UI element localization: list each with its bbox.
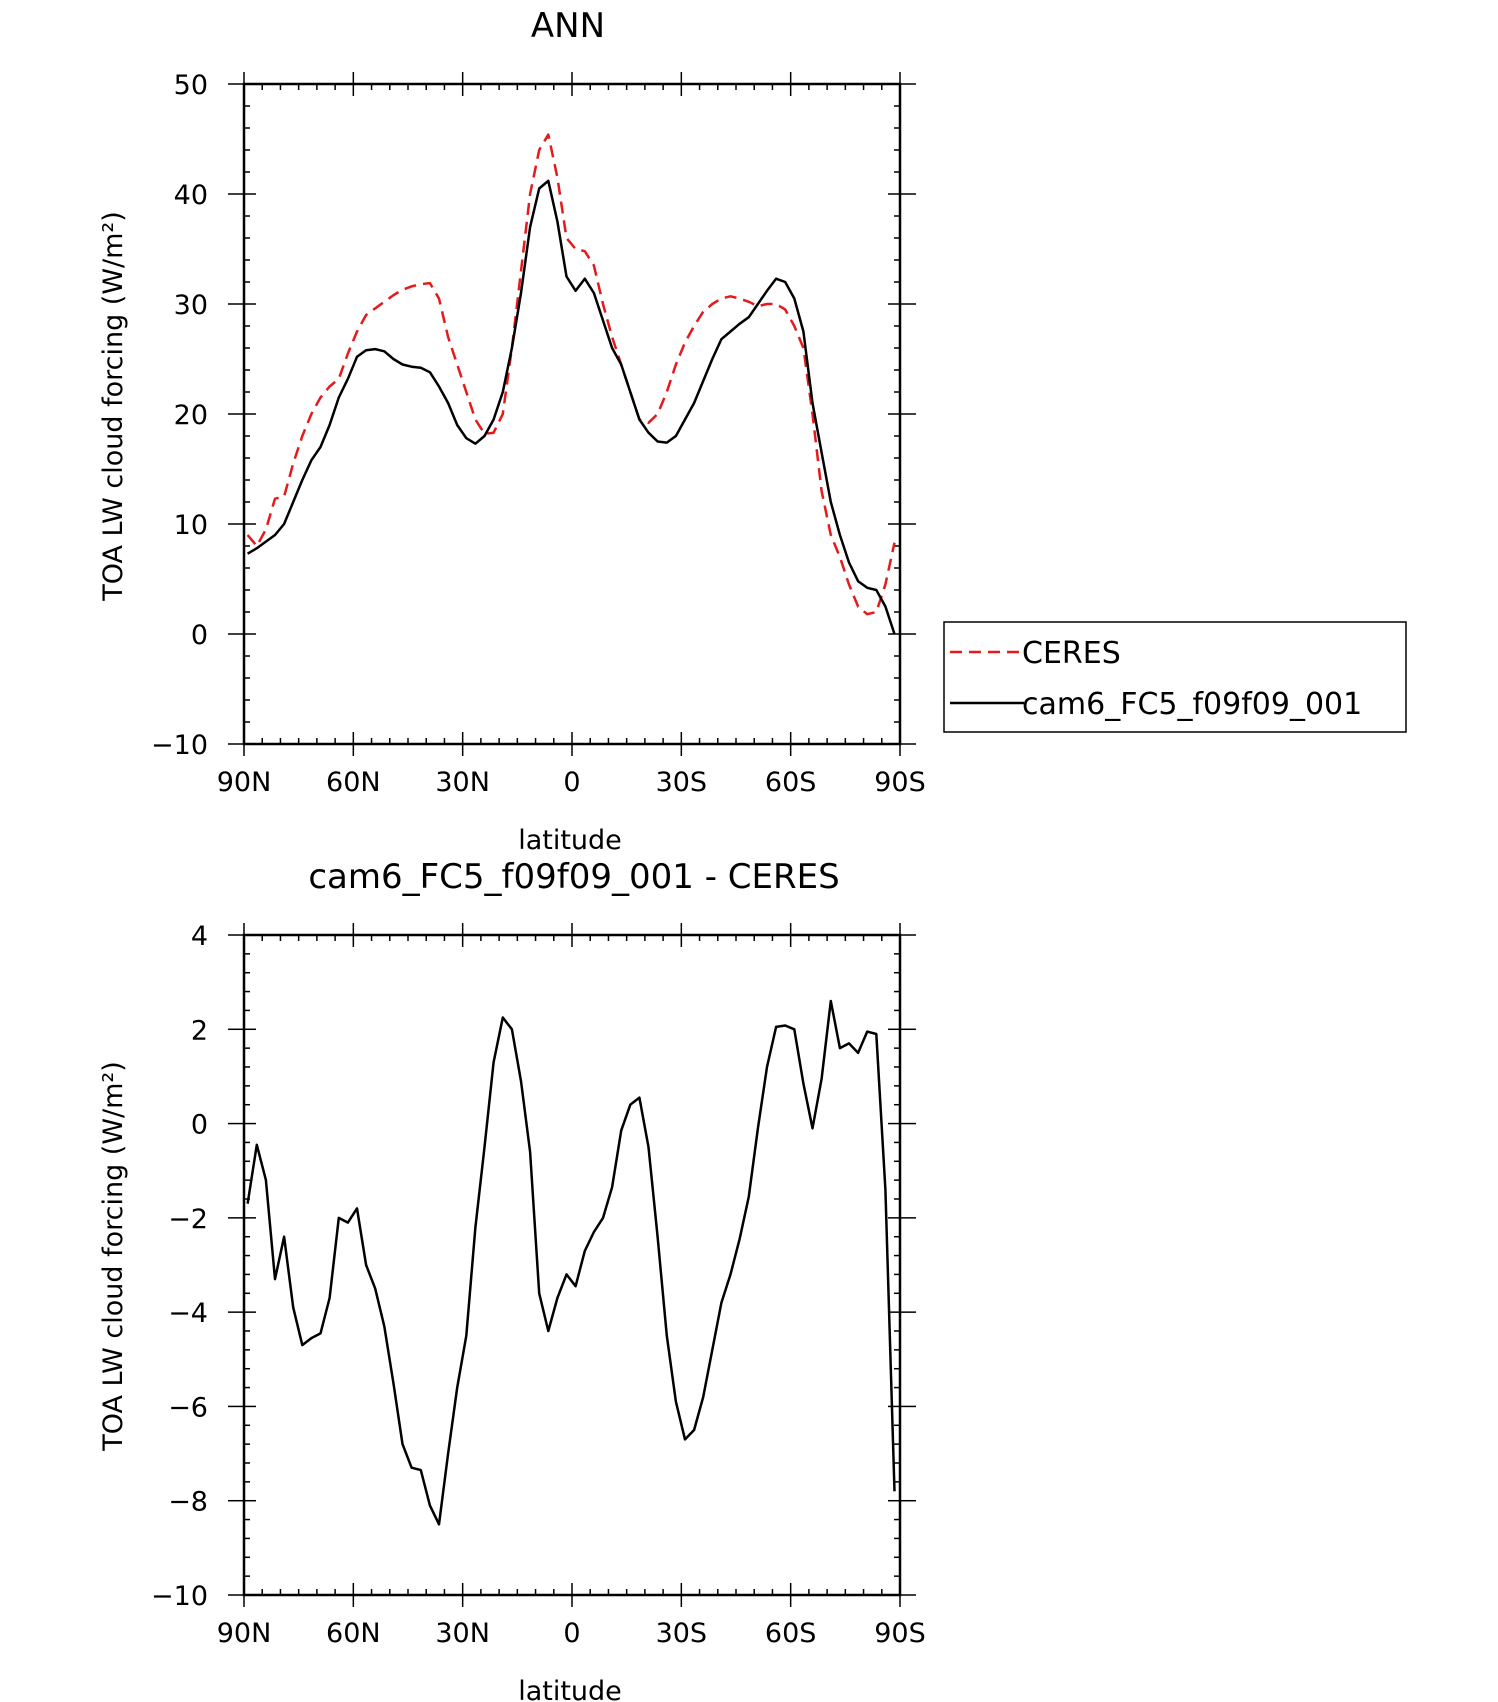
y-axis-label: TOA LW cloud forcing (W/m²)	[98, 1061, 129, 1452]
x-tick-label: 30S	[656, 767, 708, 798]
y-tick-label: 2	[191, 1015, 208, 1046]
plot-frame	[242, 82, 902, 746]
y-tick-label: −4	[168, 1298, 208, 1329]
plot-lines	[246, 133, 896, 635]
y-tick-label: −6	[168, 1392, 208, 1423]
x-tick-label: 90N	[217, 767, 272, 798]
y-tick-label: 4	[191, 921, 208, 952]
legend-box	[943, 621, 1407, 733]
series-line-cam6-fc5-f09f09-001	[246, 179, 896, 635]
y-tick-label: 40	[174, 180, 208, 211]
axis-ticks: 90N 60N 30N 0 30S 60S 90S −10 0 10 20 30 40 50	[151, 70, 926, 798]
x-tick-label: 30N	[435, 1618, 490, 1649]
y-tick-label: −8	[168, 1487, 208, 1518]
y-tick-label: −10	[151, 1581, 208, 1612]
x-tick-label: 90S	[874, 1618, 926, 1649]
x-tick-label: 90S	[874, 767, 926, 798]
y-tick-label: 20	[174, 400, 208, 431]
y-tick-label: 50	[174, 70, 208, 101]
x-axis-label: latitude	[518, 825, 622, 856]
y-tick-label: 0	[191, 620, 208, 651]
plot-lines	[246, 999, 896, 1526]
panel-difference: cam6_FC5_f09f09_001 - CERES latitude TOA…	[98, 857, 926, 1702]
series-line-ceres	[246, 133, 896, 616]
x-tick-label: 90N	[217, 1618, 272, 1649]
x-tick-label: 0	[563, 1618, 580, 1649]
y-tick-label: −10	[151, 730, 208, 761]
series-line-difference	[246, 999, 896, 1526]
x-tick-label: 60S	[765, 1618, 817, 1649]
panel-ann: ANN latitude TOA LW cloud forcing (W/m²)…	[98, 6, 926, 856]
legend: CERES cam6_FC5_f09f09_001	[943, 621, 1407, 733]
x-tick-label: 60S	[765, 767, 817, 798]
y-tick-label: 30	[174, 290, 208, 321]
x-tick-label: 60N	[326, 767, 381, 798]
y-tick-label: 10	[174, 510, 208, 541]
legend-label-model: cam6_FC5_f09f09_001	[1022, 687, 1362, 722]
chart-title: cam6_FC5_f09f09_001 - CERES	[308, 857, 839, 897]
x-tick-label: 0	[563, 767, 580, 798]
x-tick-label: 30S	[656, 1618, 708, 1649]
x-axis-label: latitude	[518, 1676, 622, 1702]
y-axis-label: TOA LW cloud forcing (W/m²)	[98, 211, 129, 602]
legend-label-ceres: CERES	[1022, 636, 1121, 671]
plot-frame	[242, 933, 902, 1597]
y-tick-label: −2	[168, 1204, 208, 1235]
x-tick-label: 60N	[326, 1618, 381, 1649]
chart-title: ANN	[531, 6, 605, 46]
y-tick-label: 0	[191, 1110, 208, 1141]
x-tick-label: 30N	[435, 767, 490, 798]
